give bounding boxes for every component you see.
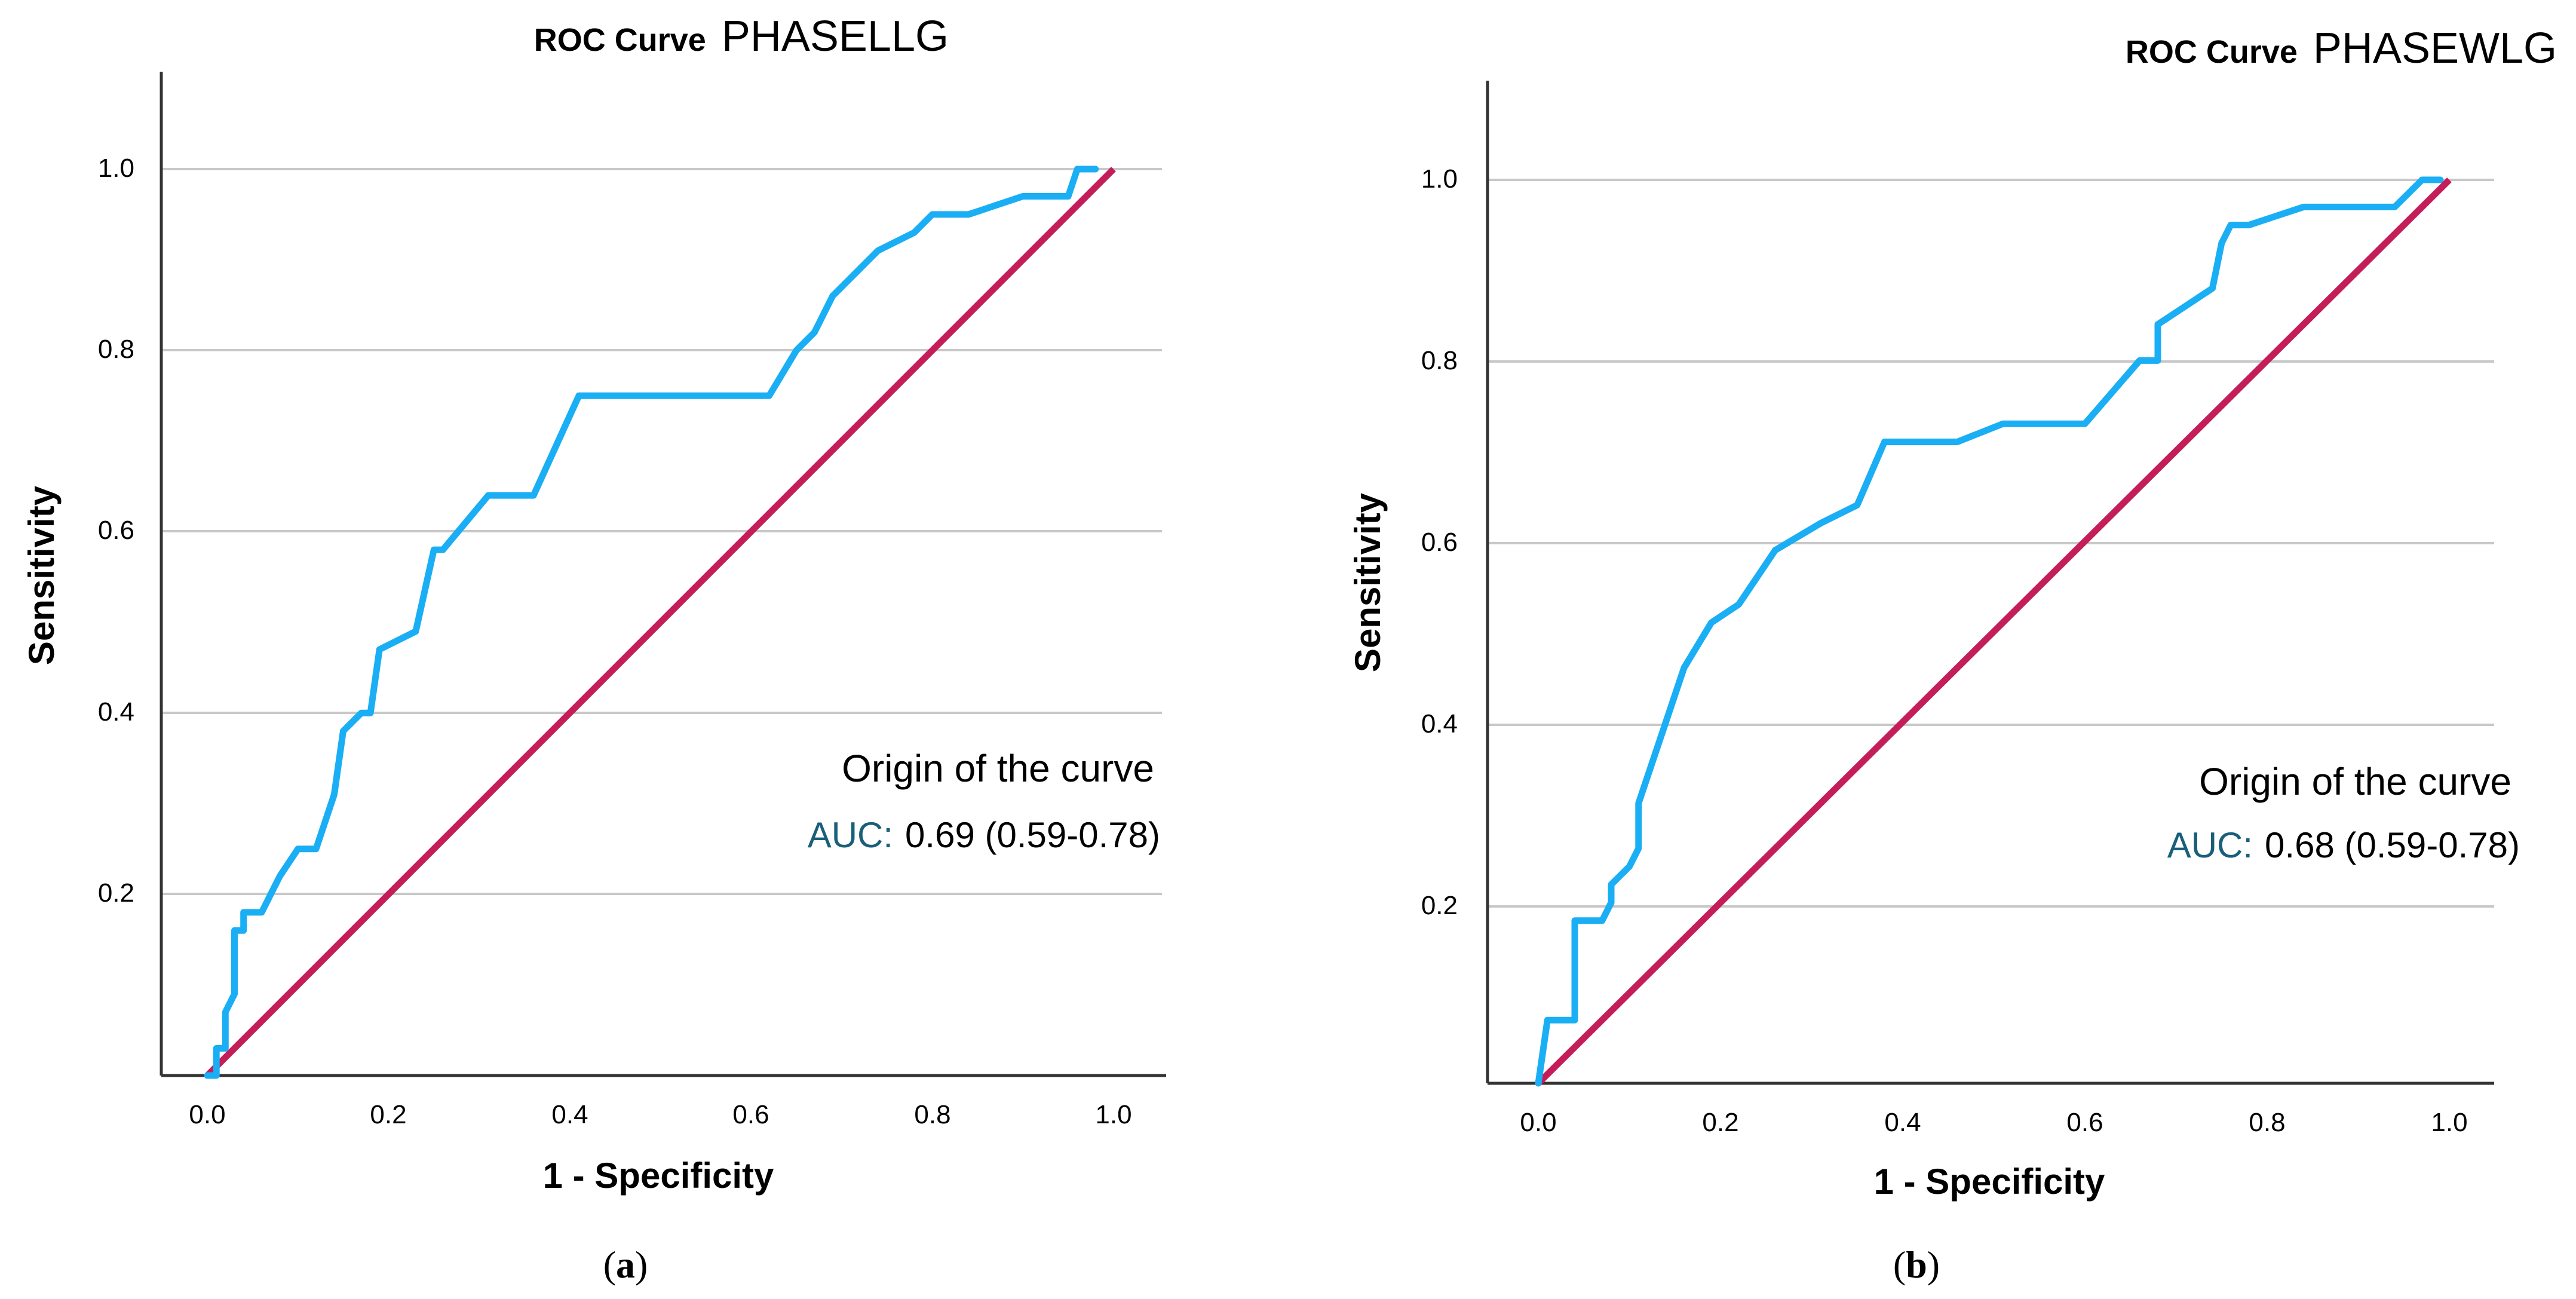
x-tick-label: 0.0 — [189, 1100, 225, 1129]
title-prefix: ROC Curve — [534, 22, 706, 58]
auc-key: AUC: — [808, 815, 893, 855]
x-tick-label: 1.0 — [1095, 1100, 1131, 1129]
y-tick-labels: 1.0 0.8 0.6 0.4 0.2 — [98, 154, 134, 908]
y-tick-label: 0.8 — [98, 335, 134, 364]
y-axis-label: Sensitivity — [1348, 492, 1388, 672]
chart-title: ROC Curve PHASEWLG — [2126, 24, 2557, 72]
y-tick-label: 0.4 — [98, 697, 134, 727]
x-tick-label: 0.2 — [1702, 1108, 1738, 1137]
x-tick-label: 0.8 — [2249, 1108, 2285, 1137]
y-tick-label: 0.2 — [98, 878, 134, 908]
title-prefix: ROC Curve — [2126, 34, 2298, 70]
grid-lines — [1488, 179, 2494, 908]
x-tick-label: 1.0 — [2431, 1108, 2467, 1137]
x-tick-label: 0.6 — [2066, 1108, 2103, 1137]
grid-lines — [161, 168, 1162, 895]
auc-annotation: AUC: 0.69 (0.59-0.78) — [808, 815, 1160, 855]
y-axis-label: Sensitivity — [22, 485, 62, 665]
y-tick-label: 0.6 — [1421, 528, 1458, 557]
y-tick-label: 0.2 — [1421, 891, 1458, 920]
panel-caption: (a) — [603, 1243, 648, 1286]
auc-key: AUC: — [2167, 825, 2253, 865]
y-tick-label: 0.6 — [98, 516, 134, 545]
auc-value: 0.68 (0.59-0.78) — [2265, 825, 2520, 865]
chart-title: ROC Curve PHASELLG — [534, 13, 949, 60]
x-tick-label: 0.2 — [370, 1100, 406, 1129]
roc-curve-line — [1535, 176, 2444, 1087]
y-tick-label: 0.8 — [1421, 346, 1458, 375]
y-tick-label: 1.0 — [98, 154, 134, 183]
x-axis-label: 1 - Specificity — [543, 1156, 774, 1196]
x-tick-label: 0.6 — [732, 1100, 769, 1129]
roc-panel-b: ROC Curve PHASEWLG 1.0 0.8 0.6 0.4 0.2 0… — [1348, 24, 2557, 1286]
legend-title: Origin of the curve — [842, 747, 1154, 790]
roc-panel-a: ROC Curve PHASELLG 1.0 0.8 0.6 0.4 0.2 0… — [22, 13, 1166, 1286]
title-variable: PHASEWLG — [2313, 24, 2557, 72]
auc-value: 0.69 (0.59-0.78) — [905, 815, 1160, 855]
reference-line — [1536, 177, 2452, 1086]
y-tick-label: 1.0 — [1421, 164, 1458, 194]
legend-title: Origin of the curve — [2199, 760, 2511, 803]
x-tick-label: 0.4 — [551, 1100, 588, 1129]
y-tick-label: 0.4 — [1421, 709, 1458, 739]
x-tick-labels: 0.0 0.2 0.4 0.6 0.8 1.0 — [189, 1100, 1131, 1129]
x-tick-labels: 0.0 0.2 0.4 0.6 0.8 1.0 — [1520, 1108, 2467, 1137]
x-axis-label: 1 - Specificity — [1874, 1162, 2105, 1202]
y-tick-labels: 1.0 0.8 0.6 0.4 0.2 — [1421, 164, 1458, 920]
roc-curve-line — [204, 166, 1099, 1079]
x-tick-label: 0.4 — [1884, 1108, 1921, 1137]
panel-caption: (b) — [1893, 1243, 1940, 1286]
reference-line — [205, 167, 1116, 1078]
title-variable: PHASELLG — [722, 13, 949, 60]
x-tick-label: 0.0 — [1520, 1108, 1556, 1137]
x-tick-label: 0.8 — [914, 1100, 950, 1129]
auc-annotation: AUC: 0.68 (0.59-0.78) — [2167, 825, 2520, 865]
